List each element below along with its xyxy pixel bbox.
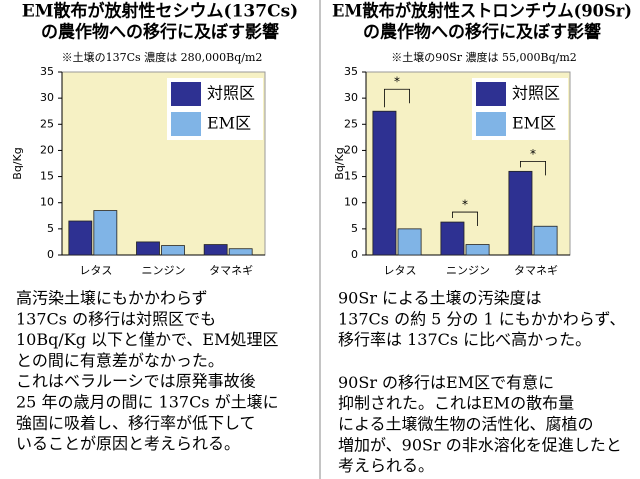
significance-mark: * bbox=[394, 75, 400, 89]
y-axis-label: Bq/Kg bbox=[11, 147, 24, 179]
bar bbox=[68, 220, 93, 256]
legend-label: EM区 bbox=[207, 114, 251, 133]
bar bbox=[440, 221, 465, 256]
caption-line: これはベラルーシでは原発事故後 bbox=[16, 372, 256, 391]
y-tick-label: 5 bbox=[351, 222, 358, 235]
y-tick-label: 0 bbox=[351, 248, 358, 261]
significance-mark: * bbox=[530, 147, 536, 161]
bar bbox=[508, 170, 533, 256]
bar bbox=[228, 248, 253, 256]
caption-line: 強固に吸着し、移行率が低下して bbox=[16, 413, 256, 432]
caption-line: 137Cs の移行は対照区でも bbox=[16, 309, 216, 328]
bar bbox=[93, 210, 118, 256]
x-tick-label: ニンジン bbox=[142, 264, 186, 277]
x-tick-label: ニンジン bbox=[446, 264, 490, 277]
chart-title: EM散布が放射性ストロンチウム(90Sr) bbox=[332, 1, 632, 22]
significance-bracket bbox=[452, 211, 478, 227]
bar bbox=[372, 110, 397, 256]
y-tick-label: 25 bbox=[344, 117, 358, 130]
x-tick-label: タマネギ bbox=[514, 264, 558, 277]
bar bbox=[533, 225, 558, 256]
significance-bracket bbox=[384, 88, 410, 108]
x-tick-label: タマネギ bbox=[209, 264, 253, 277]
chart-subtitle: ※土壌の90Sr 濃度は 55,000Bq/m2 bbox=[391, 50, 577, 64]
caption-line: 25 年の歳月の間に 137Cs が土壌に bbox=[16, 393, 279, 412]
legend-swatch bbox=[171, 82, 201, 106]
y-tick-label: 15 bbox=[344, 170, 358, 183]
y-tick-label: 20 bbox=[40, 143, 54, 156]
caption-line: 90Sr による土壌の汚染度は bbox=[338, 289, 542, 308]
caption-line: 抑制された。これはEMの散布量 bbox=[338, 394, 574, 413]
caption-line: 考えられる。 bbox=[338, 456, 434, 475]
caption-line: 90Sr の移行はEM区で有意に bbox=[338, 373, 554, 392]
y-tick-label: 10 bbox=[40, 196, 54, 209]
y-tick-label: 30 bbox=[40, 91, 54, 104]
caption-line: 137Cs の約 5 分の 1 にもかかわらず、 bbox=[338, 309, 625, 328]
caption-line: による土壌微生物の活性化、腐植の bbox=[338, 415, 594, 434]
caption-line: 移行率は 137Cs に比べ高かった。 bbox=[338, 330, 591, 349]
legend-label: 対照区 bbox=[512, 84, 560, 103]
caption-line: 高汚染土壌にもかかわらず bbox=[16, 289, 208, 308]
caption-line: いることが原因と考えられる。 bbox=[16, 434, 240, 453]
y-tick-label: 35 bbox=[40, 65, 54, 78]
y-tick-label: 10 bbox=[344, 196, 358, 209]
significance-bracket bbox=[520, 160, 546, 176]
bar bbox=[136, 241, 160, 256]
y-tick-label: 35 bbox=[344, 65, 358, 78]
y-tick-label: 0 bbox=[47, 248, 54, 261]
bar bbox=[465, 244, 490, 256]
caption-line: との間に有意差がなかった。 bbox=[16, 351, 224, 370]
legend-swatch bbox=[171, 112, 201, 136]
significance-mark: * bbox=[462, 198, 468, 212]
y-tick-label: 25 bbox=[40, 117, 54, 130]
legend-label: 対照区 bbox=[207, 84, 255, 103]
chart-title: の農作物への移行に及ぼす影響 bbox=[41, 22, 279, 43]
caption-line: 10Bq/Kg 以下と僅かで、EM処理区 bbox=[16, 330, 278, 349]
bar bbox=[203, 244, 228, 256]
chart-subtitle: ※土壌の137Cs 濃度は 280,000Bq/m2 bbox=[62, 50, 263, 64]
legend-swatch bbox=[476, 112, 506, 136]
legend-swatch bbox=[476, 82, 506, 106]
y-tick-label: 15 bbox=[40, 170, 54, 183]
caption-line: 増加が、90Sr の非水溶化を促進したと bbox=[338, 435, 622, 454]
y-tick-label: 5 bbox=[47, 222, 54, 235]
y-axis-label: Bq/Kg bbox=[333, 147, 346, 179]
y-tick-label: 30 bbox=[344, 91, 358, 104]
x-tick-label: レタス bbox=[79, 264, 112, 277]
bar bbox=[397, 228, 422, 256]
bar bbox=[161, 245, 185, 256]
chart-title: の農作物への移行に及ぼす影響 bbox=[363, 22, 601, 43]
y-tick-label: 20 bbox=[344, 143, 358, 156]
x-tick-label: レタス bbox=[384, 264, 417, 277]
chart-title: EM散布が放射性セシウム(137Cs) bbox=[22, 1, 298, 22]
legend-label: EM区 bbox=[512, 114, 556, 133]
